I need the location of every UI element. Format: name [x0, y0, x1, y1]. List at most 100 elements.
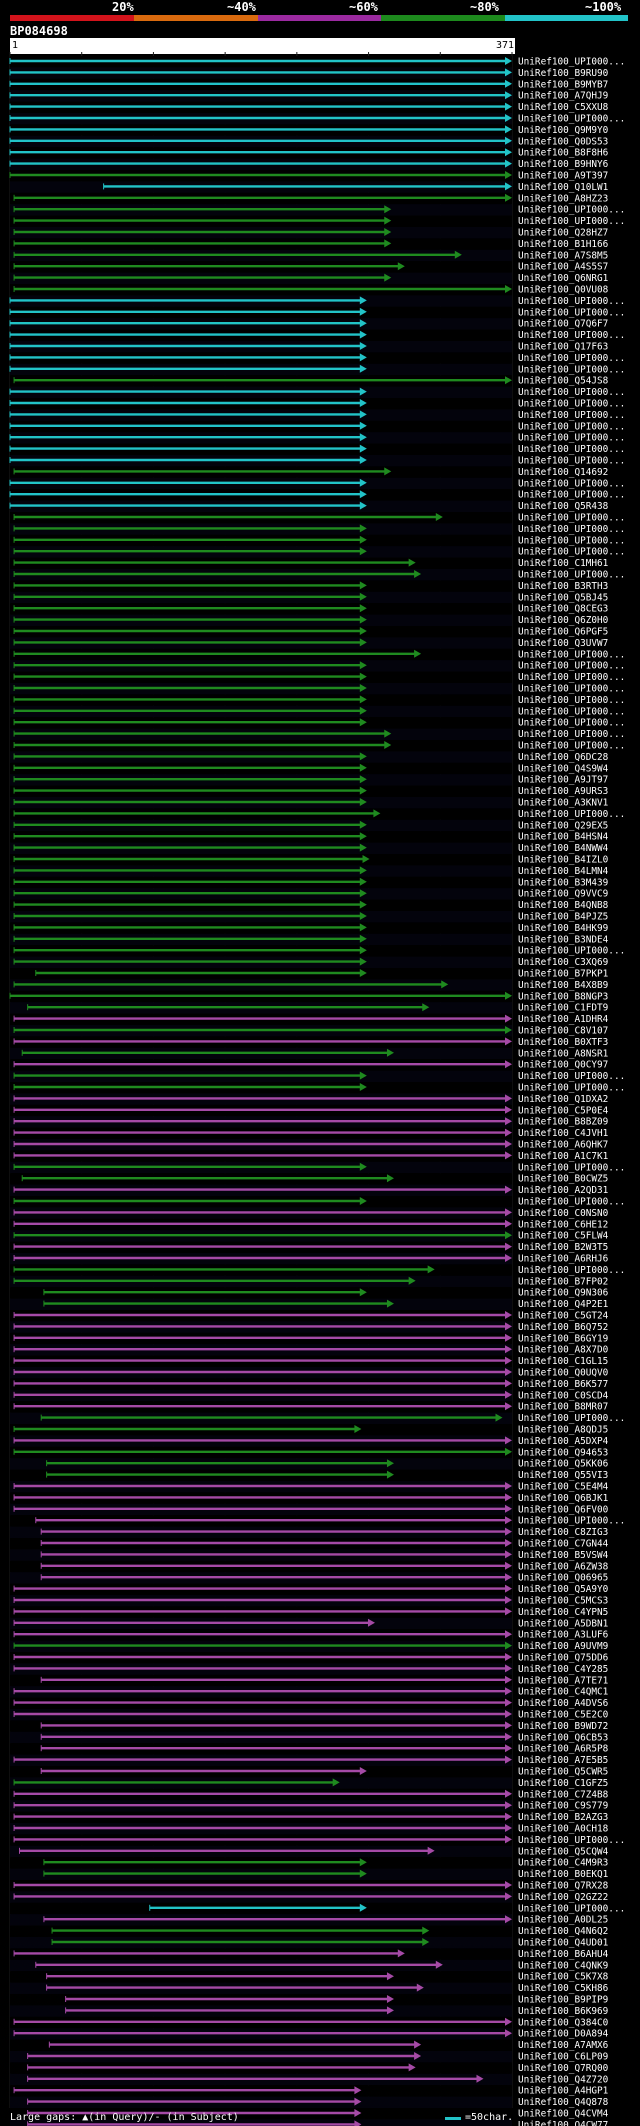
- hit-row: UniRef100_C9S779: [10, 1800, 609, 1812]
- hit-label: UniRef100_UPI000...: [518, 364, 625, 375]
- hit-row: UniRef100_B1H166: [10, 238, 609, 250]
- hit-row: UniRef100_B2W3T5: [10, 1241, 608, 1253]
- hit-row: UniRef100_B6Q752: [10, 1321, 608, 1333]
- hit-label: UniRef100_B0XTF3: [518, 1037, 608, 1048]
- hit-label: UniRef100_UPI000...: [518, 1162, 625, 1173]
- hit-arrow: [359, 410, 367, 419]
- hit-row: UniRef100_UPI000...: [9, 443, 625, 455]
- hit-label: UniRef100_A7AMX6: [518, 2040, 609, 2051]
- hit-row: UniRef100_UPI000...: [10, 945, 625, 957]
- hit-label: UniRef100_C5K7X8: [518, 1972, 609, 1983]
- hit-arrow: [359, 478, 367, 487]
- query-bar: [10, 38, 515, 54]
- hit-arrow: [505, 1208, 512, 1217]
- hit-arrow: [505, 1812, 512, 1821]
- hit-row: UniRef100_B6K577: [10, 1378, 608, 1390]
- hit-arrow: [332, 1778, 340, 1787]
- hit-label: UniRef100_A6R5P8: [518, 1744, 609, 1755]
- hit-arrow: [505, 1333, 512, 1342]
- hit-arrow: [505, 1789, 512, 1798]
- hit-label: UniRef100_Q06965: [518, 1573, 608, 1584]
- hit-label: UniRef100_UPI000...: [518, 421, 625, 432]
- hit-label: UniRef100_Q2GZ22: [518, 1892, 608, 1903]
- hit-row: UniRef100_B3RTH3: [10, 580, 608, 592]
- hit-label: UniRef100_B2W3T5: [518, 1242, 608, 1253]
- hit-row: UniRef100_UPI000...: [9, 386, 625, 398]
- hit-row: UniRef100_Q0CY97: [10, 1059, 608, 1071]
- hit-row: UniRef100_C8ZIG3: [10, 1526, 608, 1538]
- hit-arrow: [384, 239, 392, 248]
- hit-arrow: [505, 57, 512, 65]
- hit-label: UniRef100_A1DHR4: [518, 1014, 609, 1025]
- hit-label: UniRef100_A6QHK7: [518, 1140, 608, 1151]
- hit-row: UniRef100_UPI000...: [9, 432, 625, 444]
- hit-label: UniRef100_C5FLW4: [518, 1231, 609, 1242]
- hit-arrow: [397, 262, 405, 271]
- hit-arrow: [505, 1151, 512, 1160]
- hit-arrow: [359, 444, 367, 453]
- hit-label: UniRef100_C1FDT9: [518, 1003, 609, 1014]
- hit-row: UniRef100_A5DXP4: [10, 1435, 609, 1447]
- hit-label: UniRef100_UPI000...: [518, 433, 625, 444]
- hit-arrow: [505, 1675, 512, 1684]
- hit-arrow: [386, 1299, 394, 1308]
- hit-row: UniRef100_Q10LW1: [10, 181, 609, 193]
- hit-label: UniRef100_A8HZ23: [518, 193, 608, 204]
- hit-arrow: [505, 1630, 512, 1639]
- segment-80: [381, 15, 505, 21]
- hit-label: UniRef100_Q28HZ7: [518, 228, 608, 239]
- hit-label: UniRef100_Q4CW77: [518, 2120, 608, 2126]
- hit-arrow: [386, 1174, 394, 1183]
- hit-row: UniRef100_C7GN44: [10, 1538, 609, 1550]
- hit-row: UniRef100_UPI000...: [10, 1264, 625, 1276]
- hit-row: UniRef100_B6GY19: [10, 1332, 609, 1344]
- hit-label: UniRef100_C6HE12: [518, 1219, 608, 1230]
- hit-arrow: [505, 171, 512, 179]
- hit-arrow: [427, 1846, 435, 1855]
- hit-label: UniRef100_UPI000...: [518, 57, 625, 68]
- hit-arrow: [441, 980, 449, 989]
- hit-label: UniRef100_UPI000...: [518, 684, 625, 695]
- hit-label: UniRef100_A4DVS6: [518, 1698, 609, 1709]
- hit-row: UniRef100_UPI000...: [10, 1082, 625, 1094]
- hit-label: UniRef100_Q5R438: [518, 501, 609, 512]
- hit-row: UniRef100_B0EKQ1: [10, 1868, 609, 1880]
- hit-label: UniRef100_UPI000...: [518, 307, 625, 318]
- hit-label: UniRef100_B9HNY6: [518, 159, 609, 170]
- hit-arrow: [505, 1755, 512, 1764]
- hit-label: UniRef100_C5E4M4: [518, 1482, 609, 1493]
- hit-row: UniRef100_UPI000...: [10, 648, 625, 660]
- hit-label: UniRef100_C4QMC1: [518, 1687, 609, 1698]
- hit-label: UniRef100_C1MH61: [518, 558, 609, 569]
- hit-label: UniRef100_UPI000...: [518, 661, 625, 672]
- hit-row: UniRef100_B2AZG3: [10, 1811, 608, 1823]
- hit-arrow: [354, 1425, 362, 1433]
- hit-row: UniRef100_B4HSN4: [10, 831, 609, 843]
- hit-arrow: [384, 467, 392, 476]
- hit-row: UniRef100_UPI000...: [10, 523, 625, 535]
- hit-label: UniRef100_Q4CVM4: [518, 2109, 609, 2120]
- hit-label: UniRef100_B2AZG3: [518, 1812, 608, 1823]
- hit-arrow: [354, 2109, 362, 2117]
- hit-arrow: [427, 1265, 435, 1274]
- hit-arrow: [505, 1573, 512, 1582]
- hit-label: UniRef100_C7Z4B8: [518, 1789, 609, 1800]
- hit-arrow: [435, 1960, 443, 1969]
- hit-arrow: [359, 399, 367, 407]
- hit-row: UniRef100_B0XTF3: [10, 1036, 608, 1048]
- hit-row: UniRef100_A1C7K1: [10, 1150, 609, 1162]
- hit-row: UniRef100_B4QNB8: [10, 899, 609, 911]
- hit-arrow: [505, 1641, 512, 1650]
- hit-row: UniRef100_C1FDT9: [10, 1002, 609, 1014]
- hit-label: UniRef100_UPI000...: [518, 695, 625, 706]
- hit-row: UniRef100_UPI000...: [9, 113, 625, 125]
- segment-40: [134, 15, 258, 21]
- hit-label: UniRef100_B8BZ09: [518, 1117, 609, 1128]
- identity-legend: 20% ~40% ~60% ~80% ~100%: [0, 0, 640, 22]
- hit-label: UniRef100_Q17F63: [518, 342, 608, 353]
- hit-arrow: [505, 1892, 512, 1901]
- hit-label: UniRef100_Q7RQ00: [518, 2063, 609, 2074]
- hit-label: UniRef100_B6GY19: [518, 1333, 609, 1344]
- hit-label: UniRef100_Q6BJK1: [518, 1493, 609, 1504]
- hit-arrow: [359, 1162, 367, 1171]
